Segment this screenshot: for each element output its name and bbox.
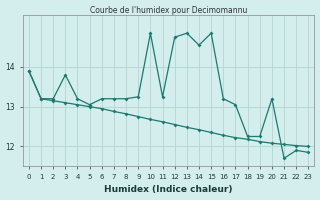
X-axis label: Humidex (Indice chaleur): Humidex (Indice chaleur) bbox=[104, 185, 233, 194]
Title: Courbe de l'humidex pour Decimomannu: Courbe de l'humidex pour Decimomannu bbox=[90, 6, 247, 15]
